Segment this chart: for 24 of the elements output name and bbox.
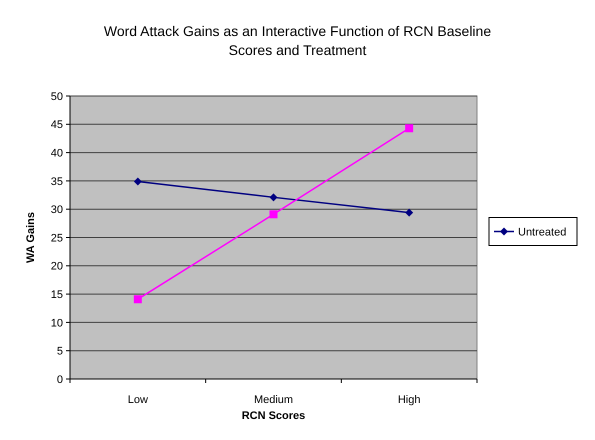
x-axis-title: RCN Scores (242, 410, 306, 422)
y-tick-label: 25 (50, 232, 63, 244)
x-tick-label: Medium (254, 394, 294, 406)
x-tick-label: High (398, 394, 420, 406)
legend-label: Untreated (518, 226, 566, 238)
chart-title: Word Attack Gains as an Interactive Function of RCN Baseline Scores and Treatment (104, 23, 492, 58)
y-tick-label: 35 (50, 176, 63, 188)
y-tick-label: 30 (50, 204, 63, 216)
point (134, 177, 142, 186)
y-tick-label: 5 (56, 346, 63, 358)
y-tick-label: 45 (50, 119, 63, 132)
y-tick-label: 15 (50, 288, 63, 301)
point (134, 295, 142, 304)
point (405, 124, 414, 132)
y-tick-label: 10 (50, 317, 63, 330)
y-tick-label: 20 (50, 260, 63, 273)
y-axis-title: WA Gains (25, 212, 37, 263)
y-tick-label: 50 (50, 90, 63, 103)
point (270, 210, 278, 218)
x-tick-label: Low (128, 394, 148, 406)
y-tick-label: 0 (56, 374, 63, 386)
point (270, 193, 278, 202)
point (405, 208, 414, 217)
y-tick-label: 40 (50, 147, 63, 160)
